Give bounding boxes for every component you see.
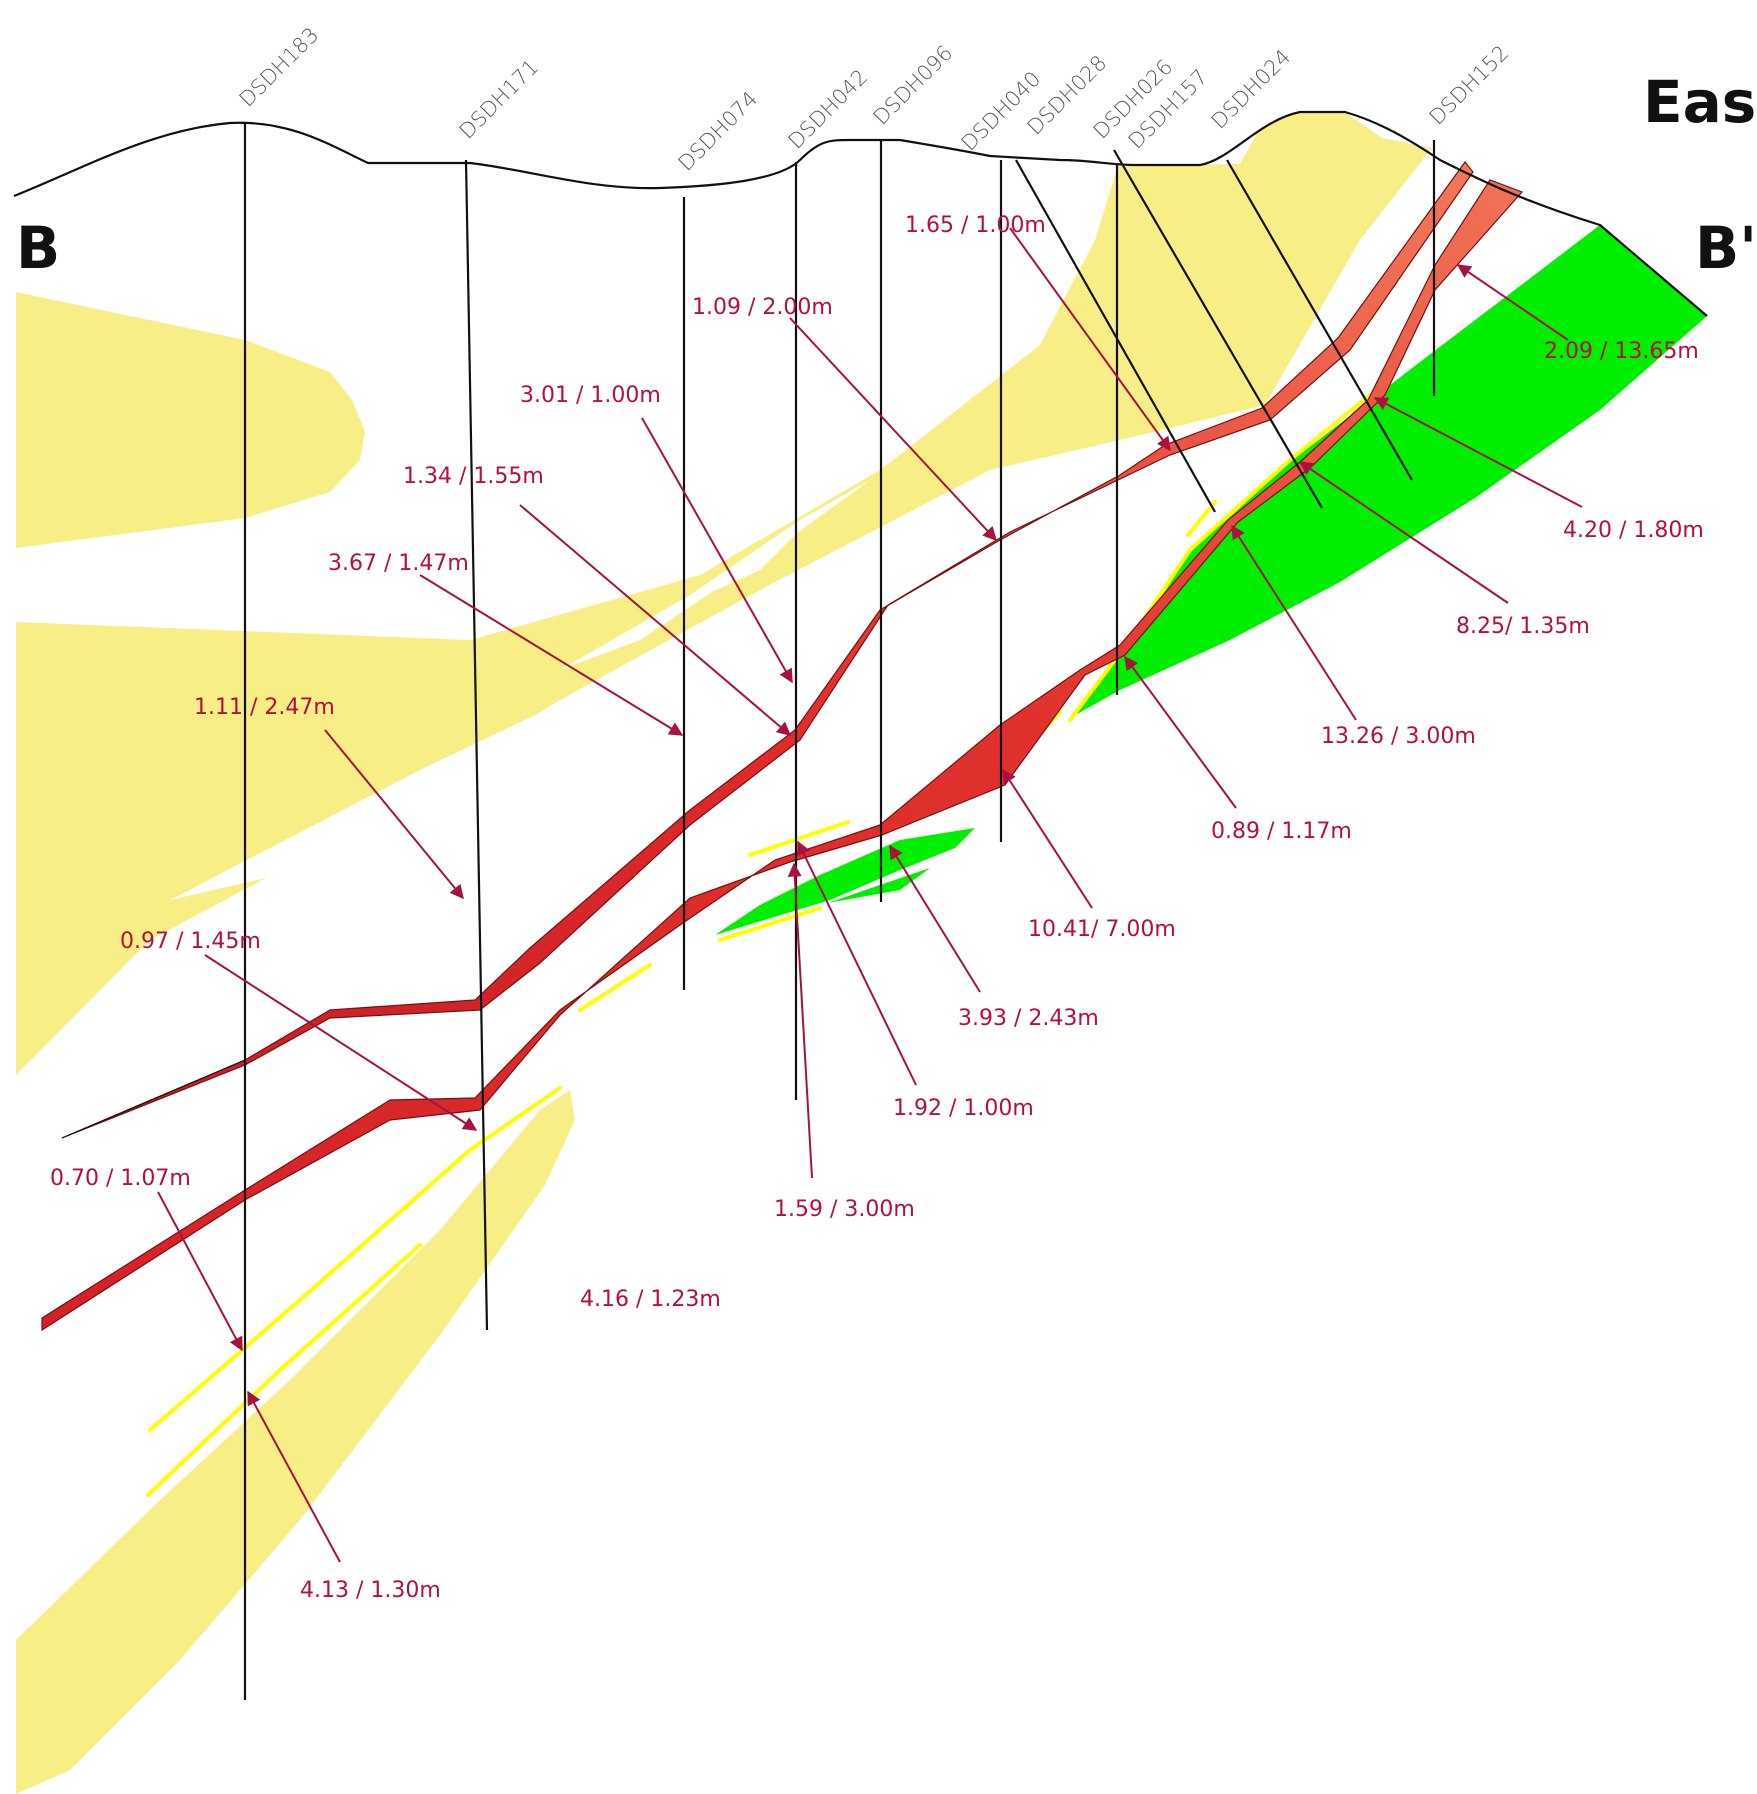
assay-label: 3.67 / 1.47m	[328, 551, 469, 576]
section-end-label: B'	[1695, 214, 1757, 282]
assay-label: 10.41/ 7.00m	[1028, 917, 1176, 942]
assay-label: 3.93 / 2.43m	[958, 1006, 1099, 1031]
green-zones	[715, 225, 1707, 935]
assay-label: 4.13 / 1.30m	[300, 1578, 441, 1603]
assay-label: 2.09 / 13.65m	[1544, 339, 1699, 364]
topography-line	[13, 110, 1708, 317]
assay-label: 4.20 / 1.80m	[1563, 518, 1704, 543]
assay-label: 0.97 / 1.45m	[120, 929, 261, 954]
assay-label: 1.92 / 1.00m	[893, 1096, 1034, 1121]
leader-arrow	[797, 840, 917, 1086]
assay-label: 8.25/ 1.35m	[1456, 614, 1590, 639]
waste-lens	[560, 480, 870, 670]
drillhole-trace	[1113, 149, 1323, 509]
waste-lens	[170, 590, 820, 900]
leader-arrow	[419, 574, 684, 736]
assay-label: 1.11 / 2.47m	[194, 695, 335, 720]
drillhole-label: DSDH096	[869, 41, 958, 130]
drillhole-label: DSDH040	[957, 67, 1046, 156]
assay-label: 1.65 / 1.00m	[905, 213, 1046, 238]
oxide-zone-lower	[16, 1090, 575, 1794]
leader-arrow	[247, 1390, 341, 1563]
leader-arrow	[1231, 524, 1357, 721]
green-zone-lens-small	[828, 868, 930, 903]
leader-arrow	[1124, 655, 1237, 809]
lode-upper	[61, 161, 1474, 1139]
leader-arrow	[157, 1191, 243, 1352]
leader-arrow	[1373, 397, 1583, 508]
assay-label: 13.26 / 3.00m	[1321, 724, 1476, 749]
drillhole-label: DSDH074	[674, 87, 763, 176]
assay-label: 4.16 / 1.23m	[580, 1287, 721, 1312]
waste-lenses	[170, 420, 920, 900]
oxide-zone-upper-left	[16, 292, 365, 548]
leader-arrow	[787, 862, 813, 1179]
green-zone-main	[1070, 225, 1707, 718]
corner-title: Eas	[1643, 68, 1756, 136]
leader-arrow	[889, 844, 981, 993]
assay-label: 1.09 / 2.00m	[692, 295, 833, 320]
leader-arrow	[641, 417, 793, 684]
drillhole-trace	[464, 159, 489, 1331]
section-start-label: B	[16, 214, 60, 282]
leader-arrow	[789, 317, 997, 542]
lode-upper-trace	[61, 1059, 246, 1139]
oxide-zones	[16, 112, 1432, 1794]
leader-arrow	[324, 729, 464, 900]
assay-label: 1.34 / 1.55m	[403, 464, 544, 489]
assay-label: 0.70 / 1.07m	[50, 1166, 191, 1191]
leader-arrow	[519, 504, 792, 736]
leader-arrow	[1298, 461, 1509, 604]
leader-arrow	[204, 954, 478, 1131]
lodes	[41, 161, 1524, 1332]
leader-arrow	[1456, 264, 1569, 341]
lode-lower	[41, 179, 1524, 1332]
leader-arrows	[157, 227, 1583, 1563]
waste-lens	[260, 690, 690, 860]
drillhole-label: DSDH183	[235, 23, 324, 112]
drillhole-label: DSDH171	[455, 55, 544, 144]
drillhole-trace	[1226, 159, 1413, 481]
assay-label: 0.89 / 1.17m	[1211, 819, 1352, 844]
assay-label: 3.01 / 1.00m	[520, 383, 661, 408]
drillhole-trace	[1015, 159, 1216, 513]
leader-arrow	[1002, 768, 1093, 909]
oxide-zone-middle-band	[16, 112, 1432, 1075]
green-zone-lens	[715, 828, 975, 935]
leader-arrow	[1009, 227, 1171, 452]
assay-labels: 1.65 / 1.00m 1.09 / 2.00m 3.01 / 1.00m 1…	[50, 213, 1704, 1603]
drillhole-label: DSDH152	[1425, 41, 1514, 130]
drillhole-traces	[243, 123, 1436, 1700]
assay-label: 1.59 / 3.00m	[774, 1197, 915, 1222]
